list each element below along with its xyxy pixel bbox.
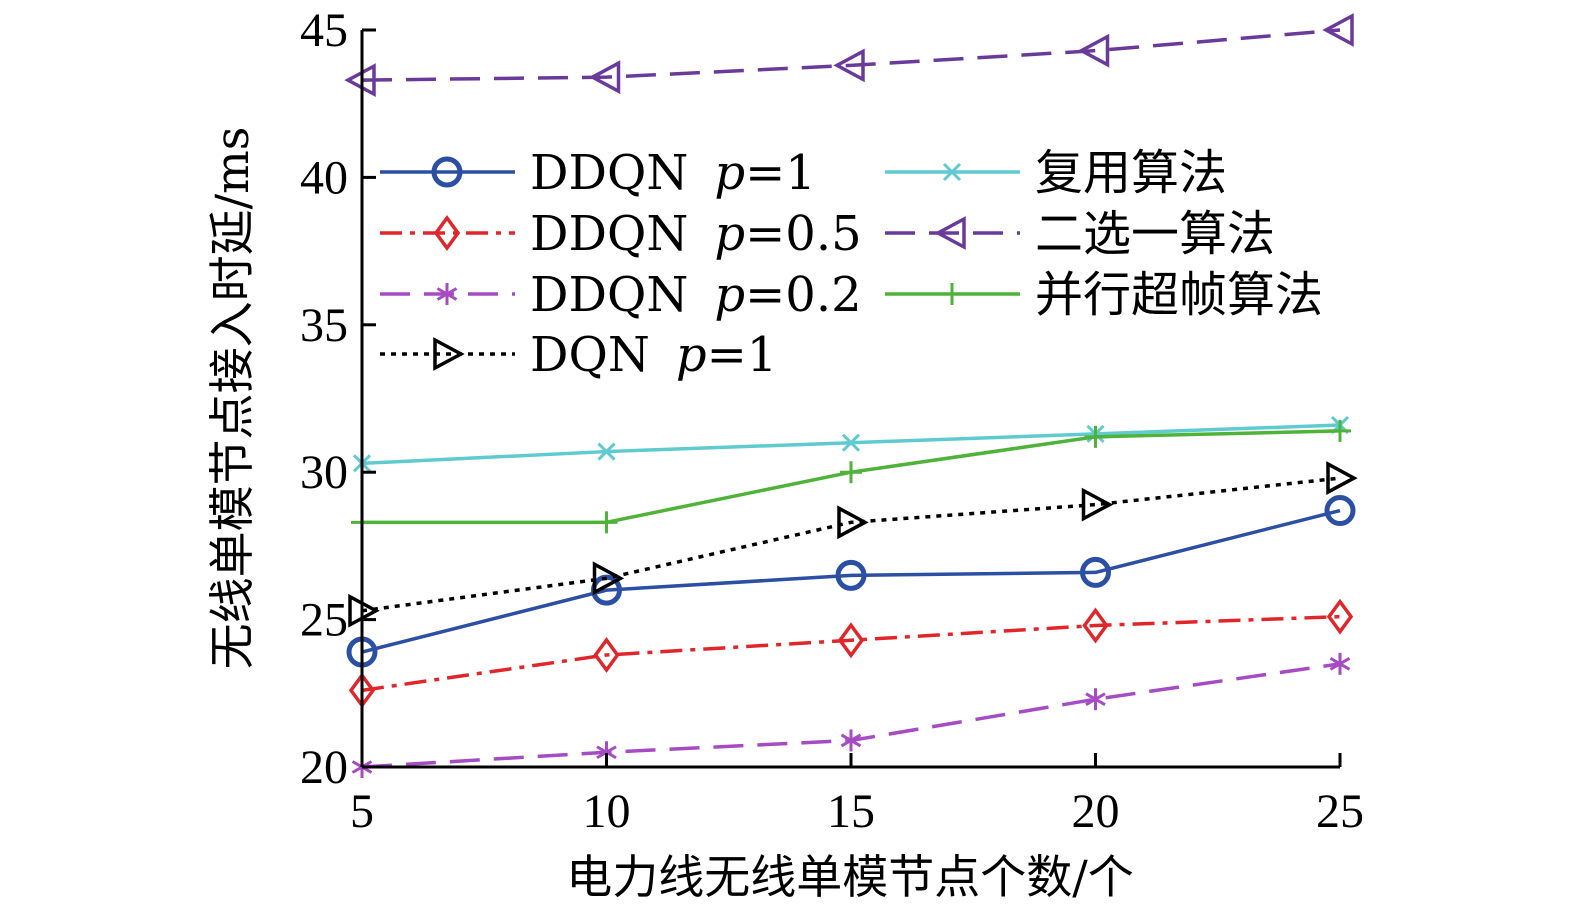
legend-entry-7: 并行超帧算法 bbox=[885, 267, 1323, 323]
series-6-point-2 bbox=[588, 60, 621, 95]
legend-swatch-marker bbox=[433, 337, 465, 371]
series-7-point-2 bbox=[595, 511, 618, 534]
series-2-point-4 bbox=[1082, 607, 1109, 644]
series-6-line bbox=[361, 28, 1341, 82]
legend-swatch-marker bbox=[941, 283, 963, 305]
legend-entry-5: 复用算法 bbox=[885, 145, 1227, 201]
series-3-point-4 bbox=[1085, 688, 1106, 711]
legend-label: 复用算法 bbox=[1035, 145, 1227, 201]
legend-swatch-marker bbox=[942, 162, 962, 182]
series-7-point-4 bbox=[1084, 425, 1107, 448]
legend-label: 并行超帧算法 bbox=[1035, 267, 1323, 323]
series-4-point-5 bbox=[1326, 461, 1358, 496]
series-1-line bbox=[361, 508, 1341, 654]
legend-swatch-marker bbox=[431, 156, 463, 188]
series-5-point-3 bbox=[841, 433, 861, 452]
series-7-point-5 bbox=[1329, 419, 1351, 442]
legend-label: 二选一算法 bbox=[1035, 206, 1275, 262]
series-6-point-5 bbox=[1322, 13, 1354, 47]
legend-label: DDQN p=0.5 bbox=[530, 206, 862, 262]
series-2-point-3 bbox=[837, 622, 865, 659]
plot-area bbox=[344, 13, 1358, 778]
legend-entry-1: DDQN p=1 bbox=[380, 145, 816, 201]
series-5-point-2 bbox=[597, 442, 616, 461]
series-4-line bbox=[361, 476, 1341, 613]
legend-entry-4: DQN p=1 bbox=[380, 327, 777, 383]
y-tick-label-30: 30 bbox=[300, 446, 348, 499]
series-1-point-5 bbox=[1324, 495, 1356, 527]
legend-entry-6: 二选一算法 bbox=[885, 206, 1275, 262]
series-3-line bbox=[361, 662, 1341, 769]
y-tick-label-35: 35 bbox=[300, 299, 348, 352]
x-tick-label-10: 10 bbox=[583, 785, 631, 838]
x-tick-label-15: 15 bbox=[827, 785, 875, 838]
y-tick-label-40: 40 bbox=[300, 151, 348, 204]
series-1-point-3 bbox=[835, 559, 867, 591]
series-1-point-4 bbox=[1080, 556, 1111, 588]
series-2-point-2 bbox=[593, 637, 620, 673]
axes: 20 25 30 35 40 45 5 10 15 20 25 bbox=[300, 4, 1364, 838]
series-4-point-2 bbox=[592, 561, 625, 596]
legend-swatch-marker bbox=[436, 283, 458, 305]
series-3-point-5 bbox=[1329, 652, 1351, 675]
x-tick-label-20: 20 bbox=[1072, 785, 1120, 838]
legend-entry-3: DDQN p=0.2 bbox=[380, 267, 862, 323]
series-6-point-3 bbox=[833, 48, 865, 83]
series-4-point-4 bbox=[1081, 487, 1114, 522]
x-tick-label-25: 25 bbox=[1316, 785, 1364, 838]
series-6-point-4 bbox=[1077, 33, 1110, 68]
y-tick-label-25: 25 bbox=[300, 594, 348, 647]
series-2-point-5 bbox=[1326, 598, 1354, 635]
series-2-line bbox=[361, 614, 1341, 693]
legend-entry-2: DDQN p=0.5 bbox=[380, 206, 862, 262]
legend-label: DQN p=1 bbox=[530, 327, 777, 383]
x-tick-label-5: 5 bbox=[350, 785, 374, 838]
y-tick-label-20: 20 bbox=[300, 741, 348, 794]
legend-swatch-marker bbox=[433, 215, 461, 251]
series-7-point-3 bbox=[840, 461, 862, 484]
y-tick-label-45: 45 bbox=[300, 4, 348, 57]
y-axis-label: 无线单模节点接入时延/ms bbox=[205, 127, 259, 670]
legend-label: DDQN p=0.2 bbox=[530, 267, 862, 323]
legend-swatch-marker bbox=[934, 216, 966, 250]
x-axis-label: 电力线无线单模节点个数/个 bbox=[566, 850, 1134, 904]
series-3-point-3 bbox=[840, 729, 862, 752]
legend-label: DDQN p=1 bbox=[530, 145, 816, 201]
series-4-point-3 bbox=[837, 505, 869, 540]
